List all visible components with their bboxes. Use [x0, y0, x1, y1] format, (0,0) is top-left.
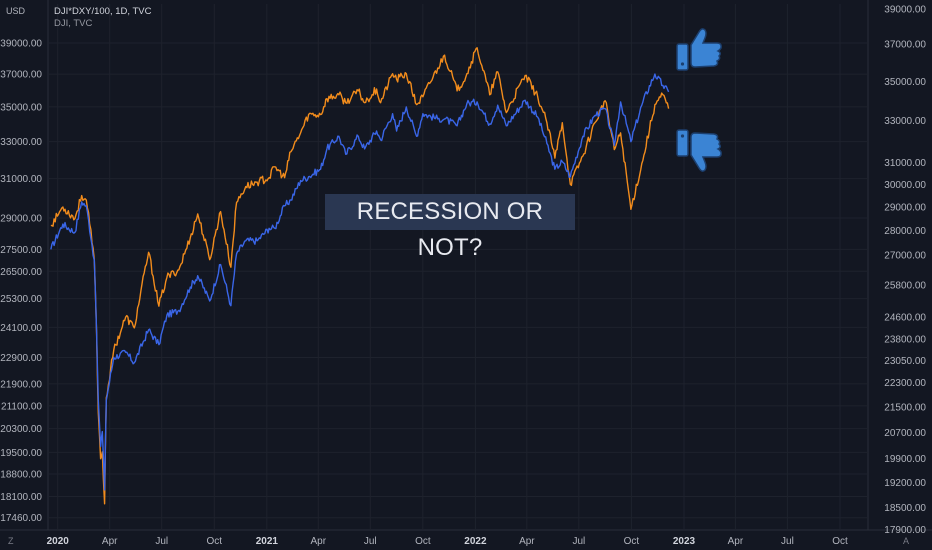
left-axis-tick-label: 31000.00 — [0, 174, 42, 185]
time-axis-tick-label: Jul — [364, 536, 377, 547]
right-axis-tick-label: 22300.00 — [884, 378, 926, 389]
series-legend: DJI*DXY/100, 1D, TVC DJI, TVC — [54, 6, 152, 30]
left-axis-tick-label: 37000.00 — [0, 70, 42, 81]
time-axis-tick-label: Jul — [155, 536, 168, 547]
right-axis-tick-label: 29000.00 — [884, 203, 926, 214]
left-axis-tick-label: 19500.00 — [0, 448, 42, 459]
time-axis-tick-label: 2020 — [47, 536, 70, 547]
right-axis-tick-label: 17900.00 — [884, 525, 926, 536]
left-axis-tick-label: 26500.00 — [0, 267, 42, 278]
right-axis-tick-label: 35000.00 — [884, 77, 926, 88]
legend-compare-series[interactable]: DJI, TVC — [54, 18, 93, 29]
right-axis-tick-label: 24600.00 — [884, 312, 926, 323]
left-axis-tick-label: 18100.00 — [0, 492, 42, 503]
right-axis-tick-label: 20700.00 — [884, 428, 926, 439]
time-axis-tick-label: Apr — [311, 536, 327, 547]
left-axis-tick-label: 35000.00 — [0, 102, 42, 113]
time-axis-tick-label: Oct — [207, 536, 223, 547]
time-axis-tick-label: Apr — [728, 536, 744, 547]
time-axis-tick-label: Apr — [102, 536, 118, 547]
auto-scale-button[interactable]: A — [903, 536, 910, 546]
right-axis-tick-label: 33000.00 — [884, 116, 926, 127]
timezone-button[interactable]: Z — [8, 536, 14, 546]
left-axis-tick-label: 22900.00 — [0, 353, 42, 364]
series-line-dji-dxy — [50, 73, 670, 491]
right-axis-tick-label: 19200.00 — [884, 478, 926, 489]
right-axis-tick-label: 31000.00 — [884, 158, 926, 169]
left-axis-tick-label: 24100.00 — [0, 323, 42, 334]
right-axis-tick-label: 23800.00 — [884, 335, 926, 346]
time-axis-tick-label: Jul — [781, 536, 794, 547]
time-axis-tick-label: Oct — [415, 536, 431, 547]
right-axis-tick-label: 18500.00 — [884, 503, 926, 514]
right-axis-tick-label: 19900.00 — [884, 454, 926, 465]
right-axis-tick-label: 37000.00 — [884, 40, 926, 51]
time-axis-tick-label: 2021 — [256, 536, 279, 547]
left-axis-tick-label: 25300.00 — [0, 294, 42, 305]
thumbs-up-icon — [676, 28, 722, 71]
left-axis-tick-label: 17460.00 — [0, 513, 42, 524]
right-axis-tick-label: 28000.00 — [884, 226, 926, 237]
time-axis-tick-label: Jul — [572, 536, 585, 547]
currency-label: USD — [6, 6, 26, 16]
time-axis-tick-label: Oct — [832, 536, 848, 547]
left-axis-tick-label: 29000.00 — [0, 214, 42, 225]
left-axis-tick-label: 21100.00 — [1, 401, 42, 412]
time-axis-tick-label: Apr — [519, 536, 535, 547]
right-axis-tick-label: 21500.00 — [884, 402, 926, 413]
right-axis-tick-label: 39000.00 — [884, 5, 926, 16]
right-axis-tick-label: 23050.00 — [884, 356, 926, 367]
series-line-dji — [50, 47, 670, 505]
time-axis-tick-label: 2022 — [464, 536, 487, 547]
left-axis-tick-label: 20300.00 — [0, 424, 42, 435]
recession-banner: RECESSION OR NOT? — [325, 194, 575, 261]
time-axis-tick-label: Oct — [624, 536, 640, 547]
left-axis-tick-label: 33000.00 — [0, 137, 42, 148]
thumbs-down-icon — [676, 129, 722, 172]
left-axis-tick-label: 18800.00 — [0, 470, 42, 481]
right-axis-tick-label: 30000.00 — [884, 180, 926, 191]
right-axis-tick-label: 25800.00 — [884, 281, 926, 292]
right-axis-tick-label: 27000.00 — [884, 250, 926, 261]
left-axis-tick-label: 39000.00 — [0, 39, 42, 50]
time-axis-tick-label: 2023 — [673, 536, 696, 547]
left-axis-tick-label: 21900.00 — [0, 379, 42, 390]
left-axis-tick-label: 27500.00 — [0, 245, 42, 256]
legend-main-series[interactable]: DJI*DXY/100, 1D, TVC — [54, 6, 152, 17]
